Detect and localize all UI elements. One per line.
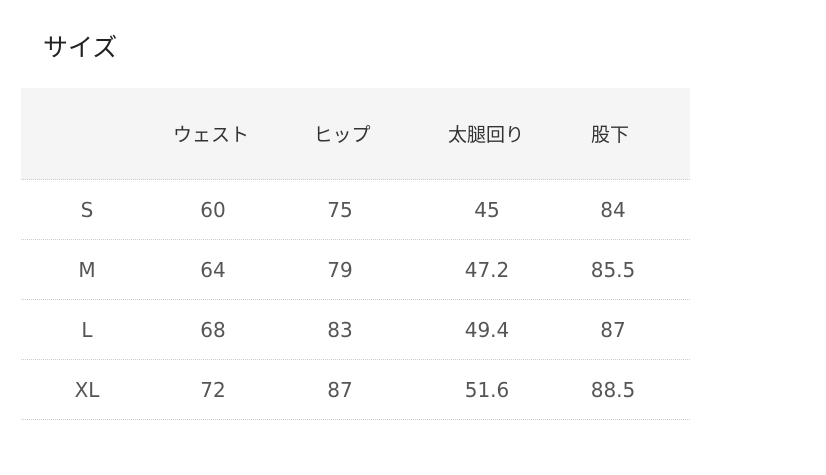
header-cell-size [27, 88, 147, 179]
header-cell-hip: ヒップ [313, 124, 371, 146]
inseam-cell: 87 [600, 317, 626, 342]
header-cell-waist: ウェスト [172, 124, 249, 146]
header-cell-thigh: 太腿回り [447, 124, 524, 146]
waist-cell: 64 [200, 257, 226, 282]
waist-cell: 72 [200, 377, 226, 402]
waist-cell: 60 [200, 197, 226, 222]
hip-cell: 79 [327, 257, 353, 282]
section-title: サイズ [43, 33, 118, 62]
table-row: M 64 79 47.2 85.5 [21, 240, 690, 300]
thigh-cell: 47.2 [464, 257, 510, 282]
inseam-cell: 85.5 [590, 257, 636, 282]
table-row: L 68 83 49.4 87 [21, 300, 690, 360]
header-cell-inseam: 股下 [590, 124, 629, 146]
hip-cell: 75 [327, 197, 353, 222]
size-cell: S [80, 197, 94, 222]
table-row: S 60 75 45 84 [21, 180, 690, 240]
inseam-cell: 88.5 [590, 377, 636, 402]
size-cell: L [81, 317, 93, 342]
size-table: ウェスト ヒップ 太腿回り 股下 S 60 75 45 84 M 64 79 4… [21, 88, 690, 420]
hip-cell: 83 [327, 317, 353, 342]
size-cell: M [78, 257, 96, 282]
hip-cell: 87 [327, 377, 353, 402]
size-cell: XL [74, 377, 100, 402]
thigh-cell: 51.6 [464, 377, 510, 402]
inseam-cell: 84 [600, 197, 626, 222]
thigh-cell: 45 [474, 197, 500, 222]
table-header-row: ウェスト ヒップ 太腿回り 股下 [21, 88, 690, 180]
thigh-cell: 49.4 [464, 317, 510, 342]
waist-cell: 68 [200, 317, 226, 342]
table-row: XL 72 87 51.6 88.5 [21, 360, 690, 420]
